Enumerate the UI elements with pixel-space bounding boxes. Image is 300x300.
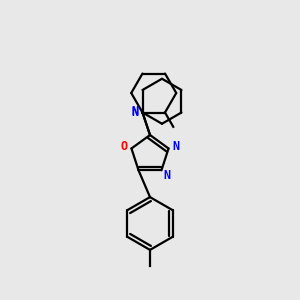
Text: O: O <box>121 140 128 153</box>
Text: N: N <box>163 169 170 182</box>
Text: N: N <box>131 105 139 119</box>
Text: N: N <box>172 140 179 153</box>
Text: N: N <box>131 106 139 119</box>
